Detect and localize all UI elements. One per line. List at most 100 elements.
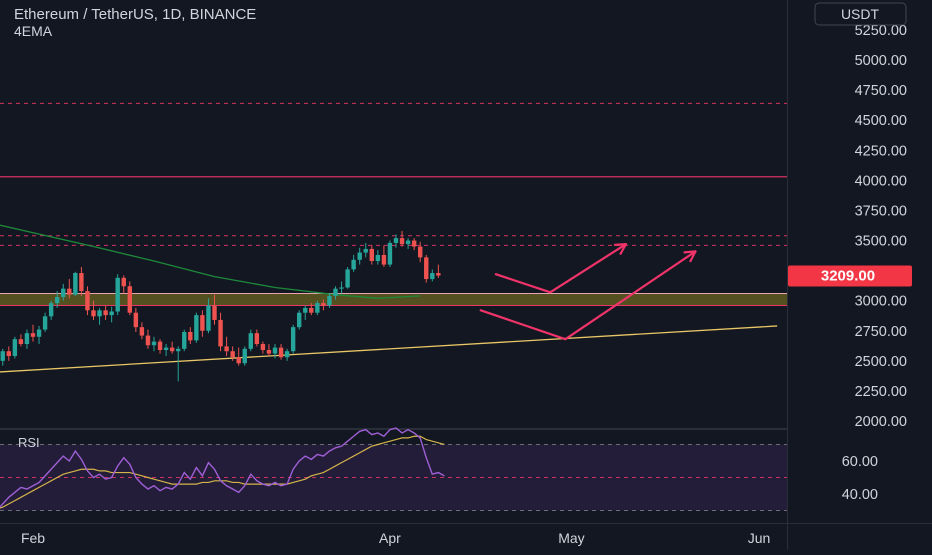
projection-arrow-head <box>683 250 697 263</box>
candle-body <box>303 307 308 313</box>
candle-body <box>363 248 368 253</box>
candle-body <box>393 238 399 243</box>
candle-body <box>73 273 78 295</box>
ema-line <box>0 224 421 299</box>
rsi-tick-label: 60.00 <box>842 454 878 470</box>
candle-body <box>133 312 139 328</box>
candle-body <box>103 310 108 316</box>
price-tick-label: 2500.00 <box>855 354 907 370</box>
candle-body <box>218 319 223 347</box>
price-tick-label: 5250.00 <box>855 23 907 39</box>
candle-body <box>12 339 18 357</box>
trendline-layer <box>0 325 778 373</box>
candle-body <box>242 348 247 364</box>
candle-body <box>6 351 11 357</box>
time-tick-label: Feb <box>21 530 45 546</box>
candle-body <box>206 305 211 331</box>
candle-body <box>212 305 217 320</box>
candle-body <box>182 331 187 349</box>
price-tick-label: 4500.00 <box>855 113 907 129</box>
candle-body <box>36 329 42 337</box>
candle-body <box>230 351 235 358</box>
candle-body <box>436 273 441 276</box>
ema-layer <box>0 224 421 299</box>
price-badge-background <box>788 265 912 287</box>
candle-body <box>30 333 36 337</box>
candle-body <box>91 310 96 317</box>
candle-body <box>327 295 332 306</box>
candle-body <box>399 238 405 245</box>
price-axis-border <box>787 0 788 550</box>
candle-body <box>297 312 302 328</box>
candle-body <box>109 311 114 316</box>
candle-body <box>272 347 278 354</box>
candle-body <box>260 344 266 351</box>
currency-button-box[interactable] <box>814 2 907 26</box>
price-tick-label: 4250.00 <box>855 143 907 159</box>
candle-body <box>115 277 120 312</box>
candle-body <box>163 347 169 351</box>
candle-body <box>345 269 350 288</box>
candle-body <box>375 254 381 261</box>
candle-body <box>157 341 163 351</box>
candle-body <box>321 303 326 306</box>
candle-body <box>266 350 272 354</box>
currency-button-label[interactable]: USDT <box>841 6 880 22</box>
candle-body <box>424 257 429 280</box>
price-tick-label: 2250.00 <box>855 384 907 400</box>
projection-arrow-path <box>494 243 628 294</box>
candle-body <box>309 307 314 313</box>
candle-body <box>254 333 260 345</box>
candle-body <box>121 277 126 287</box>
price-tick-label: 3750.00 <box>855 203 907 219</box>
candle-body <box>18 339 24 345</box>
candle-body <box>24 333 30 345</box>
candle-body <box>315 303 320 313</box>
price-tick-label: 4750.00 <box>855 83 907 99</box>
candle-body <box>405 240 411 245</box>
projection-arrows-layer[interactable] <box>479 243 697 341</box>
price-tick-label: 3500.00 <box>855 234 907 250</box>
rsi-band-layer <box>0 444 787 511</box>
candle-body <box>55 297 60 304</box>
rsi-line <box>0 427 445 508</box>
candle-body <box>97 310 102 317</box>
candle-body <box>176 348 181 352</box>
candle-body <box>418 246 423 258</box>
candle-body <box>48 303 54 317</box>
candle-body <box>139 327 145 336</box>
support-trendline <box>0 325 778 373</box>
candle-body <box>67 288 72 295</box>
time-tick-label: Apr <box>379 530 401 546</box>
price-tick-label: 2750.00 <box>855 324 907 340</box>
candle-body <box>79 273 84 292</box>
price-tick-label: 2000.00 <box>855 414 907 430</box>
candle-body <box>145 335 151 346</box>
indicator-label: 4EMA <box>14 23 53 39</box>
price-badge-text: 3209.00 <box>821 268 875 285</box>
candle-body <box>0 351 5 361</box>
time-tick-label: Jun <box>748 530 771 546</box>
price-tick-label: 5000.00 <box>855 53 907 69</box>
candle-body <box>127 286 132 313</box>
rsi-lines-layer <box>0 427 445 509</box>
candle-body <box>248 333 253 349</box>
candle-body <box>200 315 205 331</box>
candle-body <box>61 288 66 298</box>
candle-body <box>381 254 387 265</box>
horizontal-levels <box>0 102 787 246</box>
candle-body <box>169 347 175 352</box>
price-tick-label: 3000.00 <box>855 294 907 310</box>
support-zone <box>0 293 787 306</box>
projection-arrow-head <box>613 243 628 255</box>
rsi-label: RSI <box>18 435 40 450</box>
rsi-axis-ticks: 60.00 40.00 <box>842 454 878 503</box>
candle-body <box>224 346 229 352</box>
candles-layer <box>0 230 441 382</box>
candle-body <box>333 288 338 296</box>
chart-title: Ethereum / TetherUS, 1D, BINANCE <box>14 6 256 23</box>
currency-button[interactable]: USDT <box>814 2 907 26</box>
price-tick-label: 4000.00 <box>855 173 907 189</box>
candle-body <box>85 291 90 311</box>
